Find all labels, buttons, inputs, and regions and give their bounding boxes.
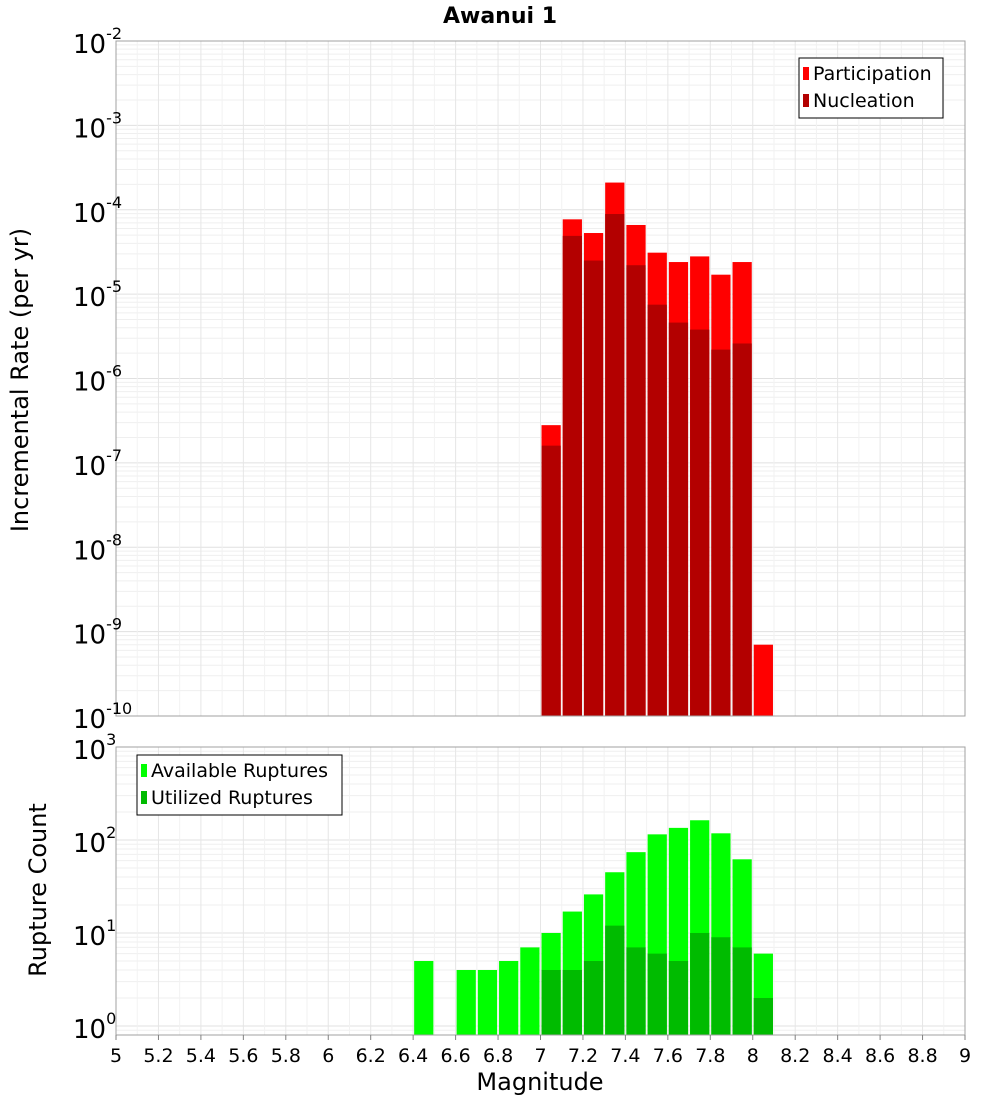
x-tick-label: 5 xyxy=(110,1045,122,1067)
bar-utilized-ruptures xyxy=(668,960,689,1035)
chart-title: Awanui 1 xyxy=(443,4,557,29)
legend-label: Utilized Ruptures xyxy=(151,787,313,809)
x-tick-label: 6 xyxy=(322,1045,334,1067)
x-tick-label: 8.6 xyxy=(865,1045,895,1067)
bar-utilized-ruptures xyxy=(541,969,561,1035)
x-tick-label: 6.2 xyxy=(356,1045,386,1067)
y-tick-label: 10-2 xyxy=(73,24,122,60)
bar-nucleation xyxy=(541,445,561,716)
x-tick-label: 9 xyxy=(959,1045,971,1067)
x-tick-label: 7.6 xyxy=(653,1045,683,1067)
y-tick-label: 10-9 xyxy=(73,615,122,651)
bar-nucleation xyxy=(711,349,731,716)
bar-participation xyxy=(753,644,773,716)
x-tick-label: 5.2 xyxy=(143,1045,173,1067)
x-tick-label: 7.8 xyxy=(695,1045,725,1067)
bar-available-ruptures xyxy=(499,960,519,1035)
x-tick-label: 6.6 xyxy=(440,1045,470,1067)
y-tick-label: 10-7 xyxy=(73,446,122,482)
y-tick-label: 101 xyxy=(73,916,116,952)
bar-utilized-ruptures xyxy=(647,953,667,1035)
bar-utilized-ruptures xyxy=(711,937,731,1035)
legend-swatch xyxy=(803,94,809,107)
legend-swatch xyxy=(141,791,147,804)
bar-nucleation xyxy=(583,260,604,716)
bar-utilized-ruptures xyxy=(690,932,710,1035)
bar-utilized-ruptures xyxy=(605,925,625,1035)
x-tick-label: 6.4 xyxy=(398,1045,428,1067)
bar-nucleation xyxy=(732,343,752,716)
bar-nucleation xyxy=(690,329,710,716)
bar-nucleation xyxy=(647,304,667,716)
bar-utilized-ruptures xyxy=(562,969,582,1035)
bar-nucleation xyxy=(562,235,582,716)
legend-swatch xyxy=(803,67,809,80)
legend-box xyxy=(136,754,343,816)
x-tick-label: 5.8 xyxy=(271,1045,301,1067)
y-tick-label: 10-5 xyxy=(73,277,122,313)
bar-nucleation xyxy=(605,214,625,717)
legend-label: Nucleation xyxy=(813,90,915,112)
x-tick-label: 8.4 xyxy=(823,1045,853,1067)
legend-swatch xyxy=(141,764,147,777)
bar-available-ruptures xyxy=(456,969,476,1035)
bar-utilized-ruptures xyxy=(583,960,604,1035)
y-tick-label: 10-4 xyxy=(73,193,122,229)
bar-available-ruptures xyxy=(520,947,540,1035)
legend-label: Available Ruptures xyxy=(151,760,328,782)
plot-frame xyxy=(115,40,966,717)
y-tick-label: 10-8 xyxy=(73,530,122,566)
legend-label: Participation xyxy=(813,63,932,85)
rate-axis-label: Incremental Rate (per yr) xyxy=(6,228,34,532)
bar-nucleation xyxy=(668,322,689,716)
magnitude-axis-label: Magnitude xyxy=(476,1068,603,1096)
count-axis-label: Rupture Count xyxy=(24,803,52,977)
x-tick-label: 5.4 xyxy=(186,1045,216,1067)
y-tick-label: 102 xyxy=(73,823,116,859)
y-tick-label: 10-3 xyxy=(73,108,122,144)
legend: Participation Nucleation xyxy=(798,57,944,119)
y-tick-label: 100 xyxy=(73,1009,116,1045)
bar-utilized-ruptures xyxy=(732,947,752,1035)
x-tick-label: 7.4 xyxy=(610,1045,640,1067)
bar-nucleation xyxy=(626,265,646,716)
legend-box xyxy=(798,57,944,119)
x-tick-label: 8.2 xyxy=(780,1045,810,1067)
plot-panel-0: 10-10 10-9 10-8 10-7 10-6 10-5 10-4 10-3 10-2 Par… xyxy=(73,24,966,735)
bar-utilized-ruptures xyxy=(753,997,773,1035)
bar-available-ruptures xyxy=(414,960,434,1035)
x-tick-label: 5.6 xyxy=(228,1045,258,1067)
x-tick-label: 8 xyxy=(747,1045,759,1067)
bar-available-ruptures xyxy=(477,969,498,1035)
legend: Available Ruptures Utilized Ruptures xyxy=(136,754,343,816)
x-tick-label: 8.8 xyxy=(907,1045,937,1067)
y-tick-label: 10-10 xyxy=(73,699,132,735)
x-tick-label: 7.2 xyxy=(568,1045,598,1067)
x-tick-label: 7 xyxy=(534,1045,546,1067)
y-tick-label: 103 xyxy=(73,730,116,766)
x-tick-label: 6.8 xyxy=(483,1045,513,1067)
bar-utilized-ruptures xyxy=(626,947,646,1035)
y-tick-label: 10-6 xyxy=(73,362,122,398)
